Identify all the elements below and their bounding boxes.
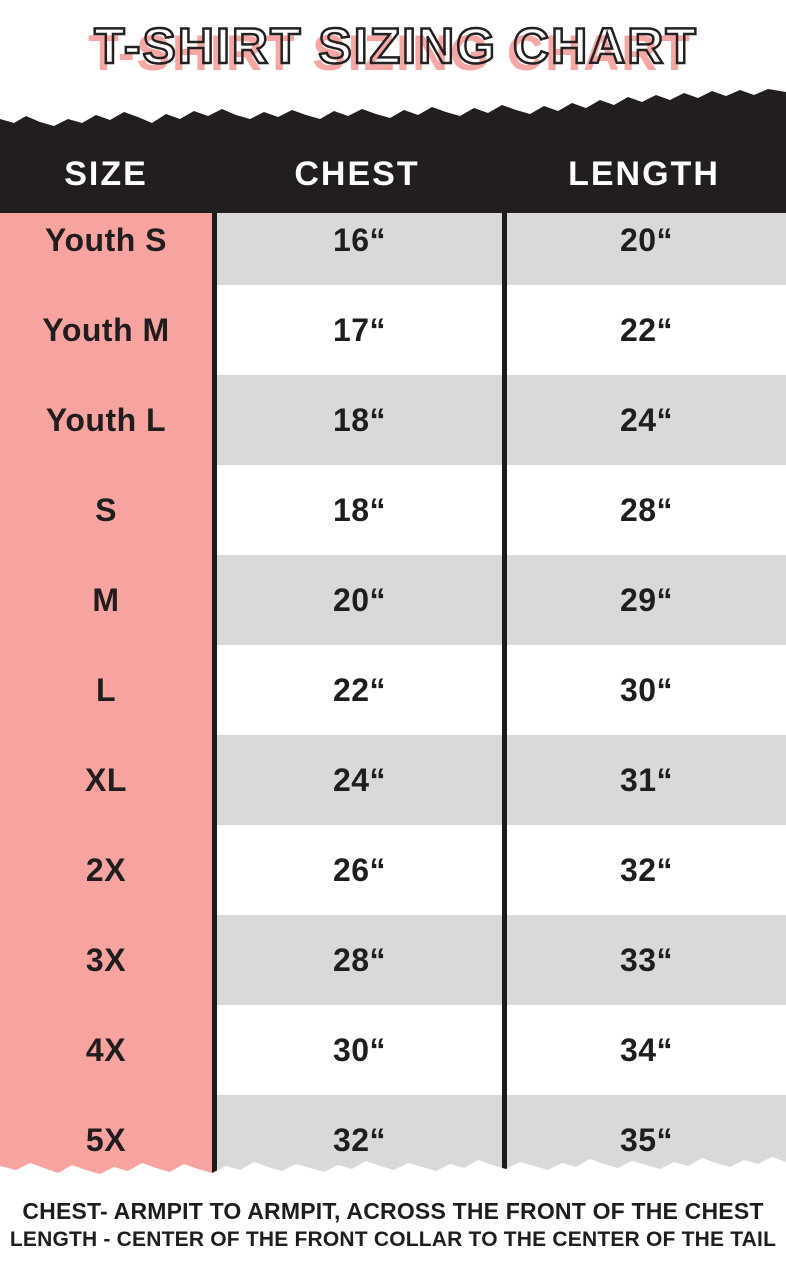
table-row: 4X 30“ 34“: [0, 1005, 786, 1095]
length-cell: 28“: [502, 465, 786, 555]
table-row: XL 24“ 31“: [0, 735, 786, 825]
page-title-pink-layer: T-SHIRT SIZING CHART: [88, 25, 692, 81]
size-cell: Youth L: [0, 375, 212, 465]
size-cell: XL: [0, 735, 212, 825]
size-cell: 3X: [0, 915, 212, 1005]
page-title: T-SHIRT SIZING CHART T-SHIRT SIZING CHAR…: [0, 12, 786, 86]
table-row: 3X 28“ 33“: [0, 915, 786, 1005]
length-cell: 24“: [502, 375, 786, 465]
length-cell: 31“: [502, 735, 786, 825]
table-row: L 22“ 30“: [0, 645, 786, 735]
footer-line-length: LENGTH - CENTER OF THE FRONT COLLAR TO T…: [9, 1228, 777, 1251]
size-cell: L: [0, 645, 212, 735]
chest-cell: 17“: [212, 285, 502, 375]
torn-header-band: [0, 89, 786, 213]
chest-cell: 18“: [212, 375, 502, 465]
torn-bottom-edge: [0, 1157, 786, 1198]
column-header-size: SIZE: [64, 155, 148, 193]
length-cell: 34“: [502, 1005, 786, 1095]
chest-cell: 20“: [212, 555, 502, 645]
size-cell: Youth M: [0, 285, 212, 375]
length-cell: 32“: [502, 825, 786, 915]
chest-cell: 18“: [212, 465, 502, 555]
length-cell: 30“: [502, 645, 786, 735]
chest-cell: 26“: [212, 825, 502, 915]
column-header-chest: CHEST: [294, 155, 420, 193]
length-cell: 33“: [502, 915, 786, 1005]
size-cell: S: [0, 465, 212, 555]
table-row: Youth L 18“ 24“: [0, 375, 786, 465]
footer-line-chest: CHEST- ARMPIT TO ARMPIT, ACROSS THE FRON…: [22, 1198, 764, 1224]
chest-cell: 28“: [212, 915, 502, 1005]
column-header-row: SIZE CHEST LENGTH: [0, 148, 786, 200]
length-cell: 29“: [502, 555, 786, 645]
size-cell: 4X: [0, 1005, 212, 1095]
footer-note: CHEST- ARMPIT TO ARMPIT, ACROSS THE FRON…: [0, 1197, 786, 1254]
page-title-outline-layer: T-SHIRT SIZING CHART: [93, 17, 698, 76]
chest-cell: 22“: [212, 645, 502, 735]
table-row: M 20“ 29“: [0, 555, 786, 645]
chest-cell: 24“: [212, 735, 502, 825]
table-row: Youth M 17“ 22“: [0, 285, 786, 375]
length-cell: 22“: [502, 285, 786, 375]
column-header-length: LENGTH: [568, 155, 720, 193]
size-cell: 2X: [0, 825, 212, 915]
size-cell: M: [0, 555, 212, 645]
chest-cell: 30“: [212, 1005, 502, 1095]
table-row: 2X 26“ 32“: [0, 825, 786, 915]
table-row: S 18“ 28“: [0, 465, 786, 555]
sizing-table: Youth S 16“ 20“ Youth M 17“ 22“ Youth L …: [0, 195, 786, 1185]
